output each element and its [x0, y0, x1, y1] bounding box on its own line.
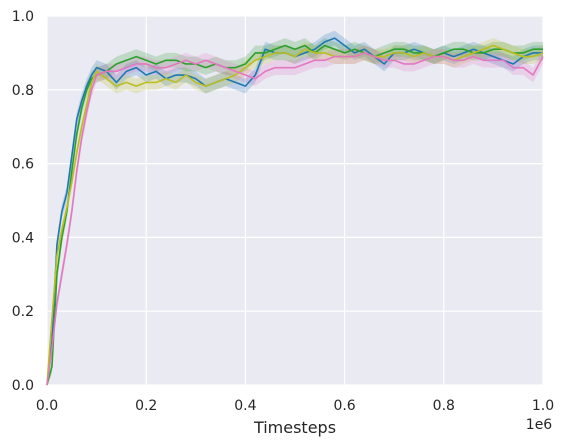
x-tick-label: 0.8: [433, 398, 455, 414]
y-tick-labels: 0.0 0.2 0.4 0.6 0.8 1.0: [12, 9, 34, 394]
x-axis-label: Timesteps: [253, 418, 336, 437]
series-line-green: [46, 44, 543, 386]
series-lines: [46, 37, 544, 386]
y-tick-label: 0.4: [12, 230, 34, 246]
series-line-pink: [46, 52, 544, 386]
y-tick-label: 1.0: [12, 9, 34, 25]
x-tick-label: 0.4: [234, 398, 256, 414]
y-tick-label: 0.6: [12, 157, 34, 173]
x-tick-label: 0.0: [36, 398, 58, 414]
x-tick-label: 0.2: [135, 398, 157, 414]
x-axis-offset-label: 1e6: [526, 417, 553, 433]
plot-background: [47, 16, 543, 385]
grid-lines: [46, 15, 544, 386]
x-tick-label: 0.6: [333, 398, 355, 414]
y-tick-label: 0.0: [12, 378, 34, 394]
series-band-blue: [47, 30, 543, 385]
x-tick-labels: 0.0 0.2 0.4 0.6 0.8 1.0: [36, 398, 554, 414]
x-tick-label: 1.0: [532, 398, 554, 414]
y-tick-label: 0.8: [12, 83, 34, 99]
series-band-pink: [47, 45, 543, 386]
y-tick-label: 0.2: [12, 304, 34, 320]
